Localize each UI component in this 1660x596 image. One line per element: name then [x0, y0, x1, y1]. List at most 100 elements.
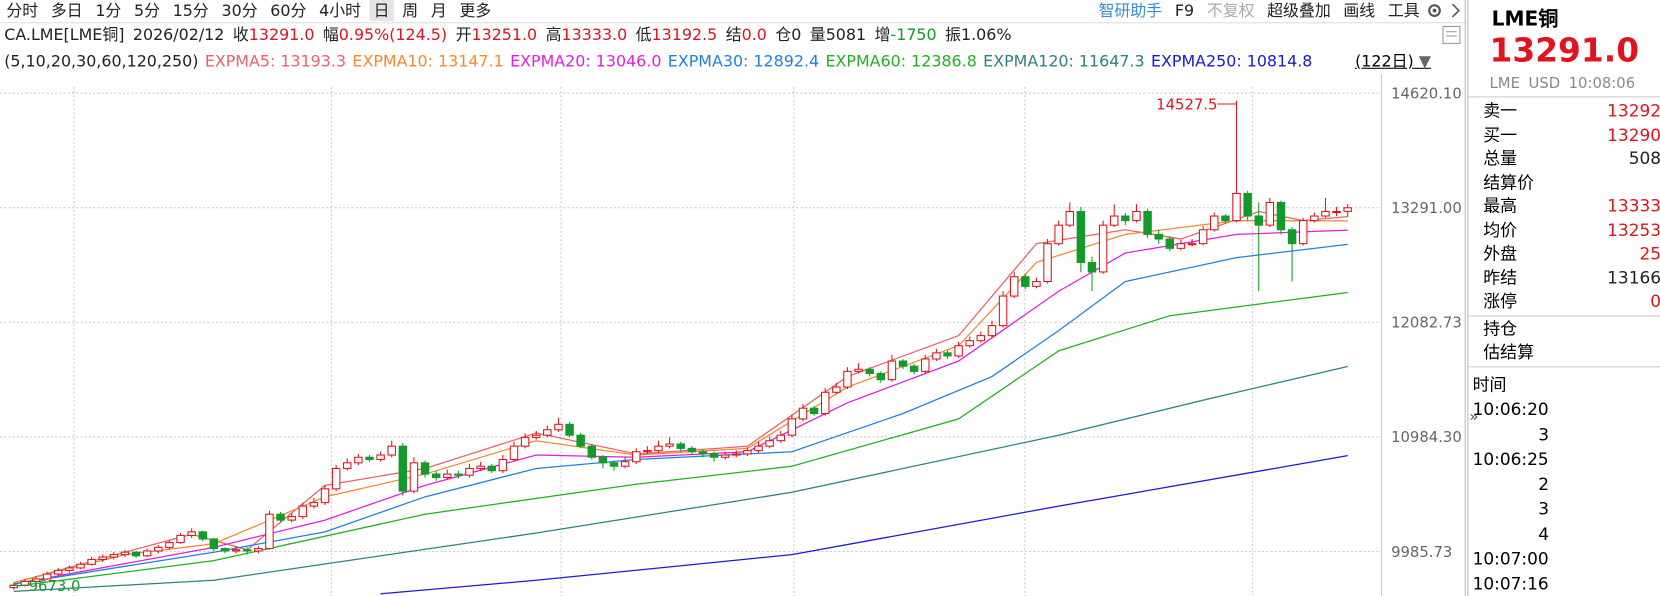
candle-body — [1176, 243, 1186, 249]
quote-item: 结0.0 — [726, 25, 767, 44]
candle-body — [1165, 238, 1175, 249]
low-label: 9673.0 — [29, 578, 81, 595]
dropdown-arrow: ▼ — [1418, 51, 1431, 71]
row-label: 卖一 — [1483, 100, 1518, 121]
candle-body — [543, 429, 552, 436]
quote-item: 量5081 — [810, 25, 866, 44]
settings-icon[interactable] — [1426, 2, 1443, 19]
candle-body — [865, 368, 874, 374]
expma-line — [13, 210, 1348, 584]
expma-line — [13, 365, 1348, 593]
period-tab[interactable]: 15分 — [172, 1, 209, 21]
quote-label: 结 — [725, 25, 742, 45]
candle-body — [231, 549, 241, 552]
candle-body — [632, 451, 641, 463]
candle-body — [854, 368, 863, 372]
period-tab[interactable]: 分时 — [6, 1, 39, 21]
trade-time: 10:07:00 — [1472, 548, 1549, 569]
wp-icon[interactable] — [1442, 25, 1461, 44]
trade-volume: 3 — [1538, 498, 1550, 519]
candle-body — [254, 548, 263, 552]
trade-volume: 4 — [1538, 523, 1550, 544]
toolbar: 分时 多日 1分 5分 15分 30分 60分 4小时日周月更多 智研助手 F9 不复权 超级叠加画… — [0, 0, 1467, 24]
tool-button[interactable]: F9 — [1174, 1, 1195, 21]
candle-body — [843, 370, 852, 388]
quote-value: -1750 — [890, 25, 937, 45]
quote-label: 高 — [545, 25, 562, 45]
period-tab[interactable]: 30分 — [221, 1, 258, 21]
trade-row: 4 — [1473, 522, 1660, 545]
period-tab[interactable]: 1分 — [95, 1, 122, 21]
expma-line — [13, 229, 1348, 585]
candle-body — [487, 465, 496, 472]
period-tab[interactable]: 5分 — [134, 1, 160, 21]
legend-entry: EXPMA20: 13046.0 — [510, 51, 662, 71]
period-tab[interactable]: 月 — [430, 1, 447, 21]
period-tab[interactable]: 日 — [369, 0, 394, 22]
candle-body — [1143, 210, 1152, 235]
candle-body — [154, 546, 163, 552]
candle-body — [787, 418, 797, 436]
candle-body — [320, 488, 330, 504]
trade-row: 3 — [1473, 498, 1660, 521]
tool-button[interactable]: 智研助手 — [1098, 1, 1163, 21]
candle-body — [976, 335, 986, 342]
candle-body — [1132, 210, 1141, 222]
candle-body — [120, 551, 130, 556]
tool-button[interactable]: 画线 — [1343, 1, 1376, 21]
period-tab[interactable]: 60分 — [270, 1, 307, 21]
period-tab[interactable]: 周 — [402, 1, 419, 21]
quote-value: 13291.0 — [248, 25, 315, 45]
next-icon[interactable] — [1449, 2, 1462, 19]
candle-body — [1198, 229, 1208, 245]
period-tab[interactable]: 4小时 — [319, 1, 361, 21]
candle-body — [509, 445, 519, 461]
sub-text: 10:08:06 — [1568, 75, 1636, 93]
tool-button[interactable]: 不复权 — [1206, 1, 1255, 21]
trade-row: 10:06:25 — [1473, 448, 1660, 471]
candle-body — [665, 443, 674, 447]
candle-body — [720, 454, 730, 458]
quote-item: 增-1750 — [875, 25, 937, 44]
trade-volume: 3 — [1538, 423, 1550, 445]
tool-button[interactable]: 超级叠加 — [1267, 1, 1331, 21]
symbol: CA.LME[LME铜] — [4, 25, 125, 45]
candle-body — [1254, 215, 1263, 226]
candle-body — [387, 445, 396, 456]
candle-body — [620, 461, 630, 467]
candle-body — [598, 456, 608, 464]
candle-body — [809, 407, 819, 415]
quote-value: 5081 — [825, 25, 867, 45]
period-select[interactable]: (122日) ▼ — [1355, 50, 1431, 73]
period-tab[interactable]: 更多 — [459, 1, 492, 21]
row-value: 13166 — [1607, 267, 1660, 288]
expma-line — [13, 291, 1348, 588]
trade-time: 10:06:25 — [1472, 448, 1549, 469]
collapse-arrow[interactable]: » — [1469, 408, 1479, 426]
candle-body — [1321, 210, 1330, 217]
candle-body — [1076, 210, 1086, 263]
candle-body — [1332, 210, 1341, 214]
tool-button[interactable]: 工具 — [1387, 1, 1420, 21]
quote-item: 收13291.0 — [233, 25, 315, 44]
candle-body — [431, 473, 441, 478]
row-value: 13253 — [1607, 219, 1660, 240]
row-label: 结算价 — [1483, 172, 1535, 193]
sub-info: LME USD 10:08:06 — [1490, 75, 1644, 92]
period-tab[interactable]: 多日 — [50, 1, 83, 21]
candlestick-chart: 14620.1013291.0012082.7310984.309985.731… — [0, 0, 1466, 596]
candle-body — [498, 458, 508, 472]
quote-label: 增 — [874, 25, 891, 45]
quote-row: 买一 13290 — [1483, 123, 1660, 146]
candle-body — [1087, 261, 1097, 273]
candle-body — [242, 549, 252, 552]
extra-row: 估结算 — [1483, 341, 1535, 363]
candle-body — [454, 473, 463, 476]
candle-body — [331, 467, 341, 490]
candle-body — [698, 451, 708, 455]
candle-body — [921, 358, 930, 372]
legend-entry: EXPMA60: 12386.8 — [825, 51, 977, 71]
row-value: 13292 — [1607, 100, 1660, 121]
candle-body — [776, 434, 785, 442]
quote-items: 收13291.0 幅0.95%(124.5) 开13251.0 高13333.0 低13… — [233, 25, 1020, 44]
